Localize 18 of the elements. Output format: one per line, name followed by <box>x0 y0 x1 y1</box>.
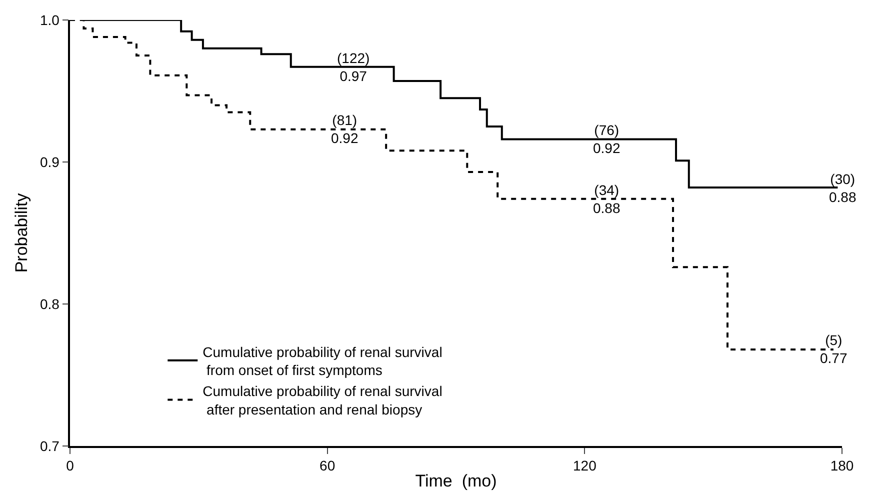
annotation: (5) 0.77 <box>820 332 848 366</box>
x-tick-label: 60 <box>320 458 336 474</box>
x-tick-label: 120 <box>572 458 597 474</box>
y-tick-label: 0.9 <box>40 154 60 170</box>
annotation: (122) 0.97 <box>337 50 370 84</box>
x-tick-label: 0 <box>66 458 74 474</box>
legend-label: Cumulative probability of renal survival after presentation and renal biopsy <box>202 383 442 418</box>
y-tick-label: 0.8 <box>40 296 60 312</box>
y-tick-label: 1.0 <box>40 12 60 28</box>
annotation: (81) 0.92 <box>331 112 358 146</box>
y-tick-label: 0.7 <box>40 438 60 454</box>
annotation: (34) 0.88 <box>593 182 620 216</box>
x-axis-title: Time (mo) <box>415 471 497 490</box>
annotation: (30) 0.88 <box>829 171 856 206</box>
legend-label: Cumulative probability of renal survival from onset of first symptoms <box>202 344 442 378</box>
annotation: (76) 0.92 <box>593 122 620 156</box>
x-tick-label: 180 <box>830 458 854 474</box>
y-axis-title: Probability <box>12 192 32 273</box>
